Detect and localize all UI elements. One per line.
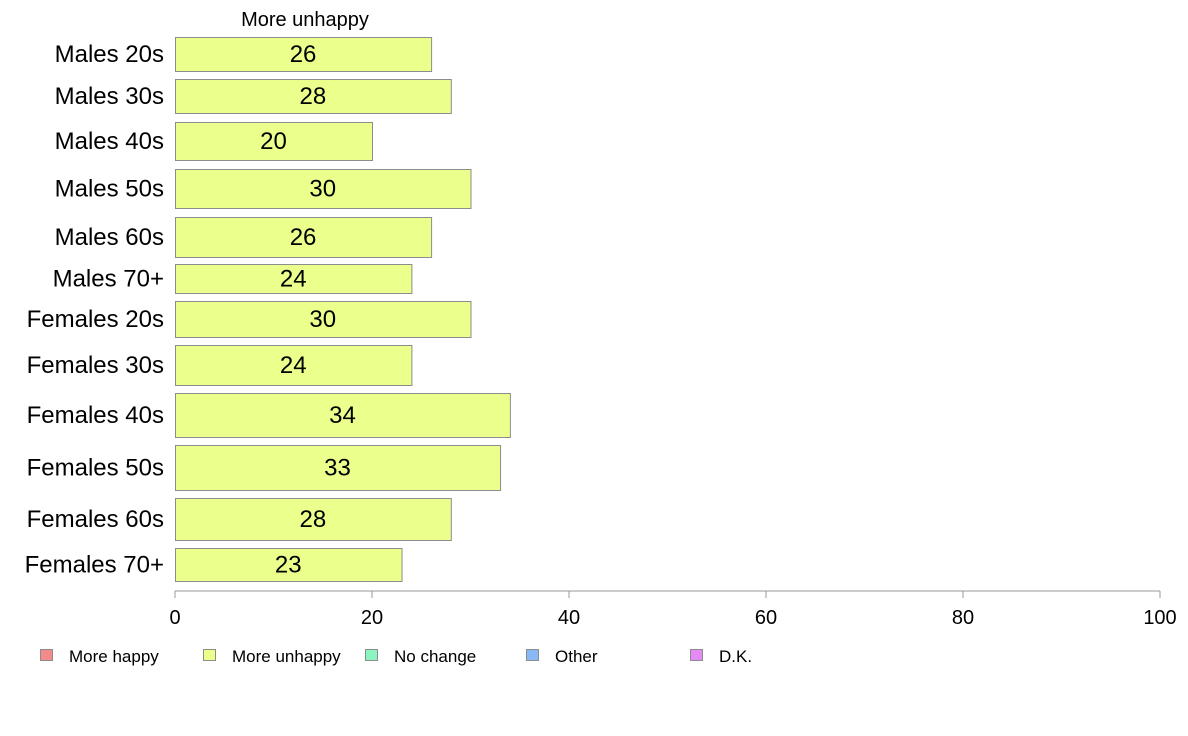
bar xyxy=(175,345,413,386)
bar xyxy=(175,445,502,491)
bar-value-label: 26 xyxy=(290,224,317,251)
legend-label: No change xyxy=(394,647,476,666)
category-labels: Males 20s Males 30s Males 40s Males 50s Male… xyxy=(25,41,164,579)
bar-value-label: 23 xyxy=(275,552,302,579)
category-label: Males 40s xyxy=(55,128,164,155)
category-label: Males 60s xyxy=(55,224,164,251)
bar xyxy=(175,122,373,161)
bar xyxy=(175,301,472,338)
bar xyxy=(175,217,433,258)
category-label: Females 70+ xyxy=(25,552,164,579)
bar xyxy=(175,498,452,541)
bar-value-label: 24 xyxy=(280,266,307,293)
bar-value-label: 24 xyxy=(280,352,307,379)
legend-label: D.K. xyxy=(719,647,752,666)
legend-swatch xyxy=(203,649,216,661)
column-header: More unhappy xyxy=(241,9,369,31)
bar-value-label: 26 xyxy=(290,41,317,68)
x-tick-label: 20 xyxy=(361,607,383,629)
category-label: Females 60s xyxy=(27,506,164,533)
category-label: Males 50s xyxy=(55,176,164,203)
x-tick-label: 40 xyxy=(558,607,580,629)
category-label: Females 20s xyxy=(27,306,164,333)
bar xyxy=(175,393,511,438)
bar xyxy=(175,37,433,72)
category-label: Females 50s xyxy=(27,455,164,482)
category-label: Females 30s xyxy=(27,352,164,379)
x-tick-label: 60 xyxy=(755,607,777,629)
legend-label: More unhappy xyxy=(232,647,341,666)
legend-swatch xyxy=(526,649,539,661)
bar-value-label: 34 xyxy=(329,402,356,429)
legend-swatch xyxy=(365,649,378,661)
category-label: Females 40s xyxy=(27,402,164,429)
x-tick-label: 0 xyxy=(169,607,180,629)
legend: More happy More unhappy No change Other D.K. xyxy=(40,647,752,666)
legend-label: More happy xyxy=(69,647,159,666)
legend-swatch xyxy=(690,649,703,661)
bar-value-label: 28 xyxy=(300,506,327,533)
x-axis: 0 20 40 60 80 100 xyxy=(169,590,1177,629)
bar xyxy=(175,79,452,114)
category-label: Males 30s xyxy=(55,83,164,110)
legend-swatch xyxy=(40,649,53,661)
bar xyxy=(175,548,403,582)
x-tick-label: 80 xyxy=(952,607,974,629)
category-label: Males 20s xyxy=(55,41,164,68)
bar-value-label: 20 xyxy=(260,128,287,155)
bar-value-label: 30 xyxy=(309,306,336,333)
bar-value-label: 28 xyxy=(300,83,327,110)
x-tick-label: 100 xyxy=(1143,607,1176,629)
category-label: Males 70+ xyxy=(53,266,164,293)
bar xyxy=(175,169,472,209)
legend-label: Other xyxy=(555,647,598,666)
bar-value-label: 30 xyxy=(309,176,336,203)
bar-value-label: 33 xyxy=(324,455,351,482)
bar xyxy=(175,264,413,294)
